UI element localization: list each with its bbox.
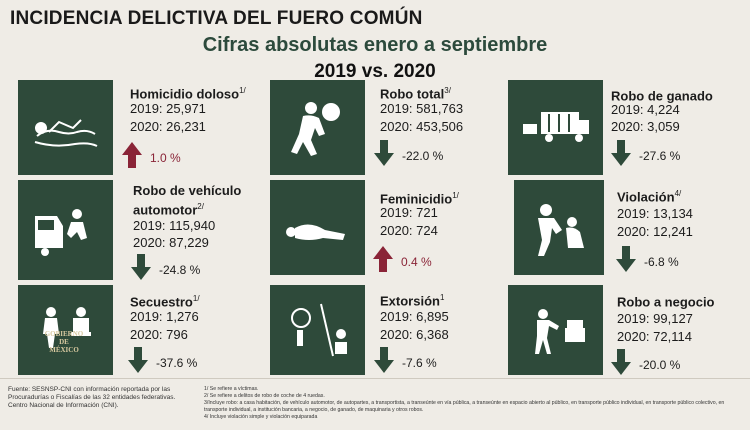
stat-2020: 2020: 6,368 — [380, 327, 449, 342]
stat-2019: 2019: 1,276 — [130, 309, 199, 324]
change-indicator: 0.4 % — [373, 246, 432, 272]
stat-2020: 2020: 87,229 — [133, 235, 209, 250]
assault-icon — [514, 180, 604, 275]
crime-card-robo-vehiculo: Robo de vehículo automotor2/ 2019: 115,9… — [18, 180, 248, 280]
header: INCIDENCIA DELICTIVA DEL FUERO COMÚN Cif… — [10, 8, 740, 82]
footer-notes: 1/ Se refiere a víctimas. 2/ Se refiere … — [204, 386, 744, 421]
change-percent: 1.0 % — [150, 151, 181, 165]
footnote-ref: 4/ — [674, 189, 682, 198]
crime-name: Robo de vehículo automotor — [133, 183, 242, 218]
crime-name: Robo total — [380, 86, 445, 102]
crime-name: Robo de ganado — [611, 88, 713, 104]
stat-2020: 2020: 453,506 — [380, 119, 464, 134]
change-percent: 0.4 % — [401, 255, 432, 269]
thief-icon — [270, 80, 365, 175]
victim-icon — [270, 180, 365, 275]
footer-source: Fuente: SESNSP-CNI con información repor… — [8, 386, 203, 410]
stat-2020: 2020: 724 — [380, 223, 438, 238]
body-outline-icon — [18, 80, 113, 175]
arrow-up-icon — [122, 142, 142, 168]
crime-card-secuestro: Secuestro1/ 2019: 1,276 2020: 796 -37.6 … — [18, 285, 243, 375]
change-indicator: -24.8 % — [131, 254, 200, 280]
comparison-years: 2019 vs. 2020 — [314, 61, 436, 82]
source-center: Centro Nacional de Información (CNI). — [8, 402, 119, 409]
arrow-down-icon — [611, 140, 631, 166]
footnote-ref: 2/ — [197, 202, 204, 211]
footnote-ref: 1/ — [452, 191, 459, 200]
page-subtitle: Cifras absolutas enero a septiembre — [202, 34, 548, 56]
crime-card-robo-negocio: Robo a negocio 2019: 99,127 2020: 72,114… — [508, 285, 733, 375]
stat-2019: 2019: 721 — [380, 205, 438, 220]
extortion-phone-icon — [270, 285, 365, 375]
crime-name: Extorsión — [380, 293, 440, 309]
page-title: INCIDENCIA DELICTIVA DEL FUERO COMÚN — [10, 8, 423, 29]
change-percent: -22.0 % — [402, 149, 444, 163]
crime-card-feminicidio: Feminicidio1/ 2019: 721 2020: 724 0.4 % — [270, 180, 495, 275]
stat-2019: 2019: 115,940 — [133, 218, 216, 233]
stat-2019: 2019: 99,127 — [617, 311, 693, 326]
government-logo: GOBIERNO DE MÉXICO — [44, 330, 84, 354]
crime-name: Homicidio doloso — [130, 86, 240, 102]
footnote: 1/ Se refiere a víctimas. — [204, 386, 259, 392]
stat-2019: 2019: 4,224 — [611, 102, 680, 117]
crime-card-homicidio: Homicidio doloso1/ 2019: 25,971 2020: 26… — [18, 80, 246, 175]
crime-name: Secuestro — [130, 294, 193, 310]
change-indicator: -20.0 % — [611, 349, 680, 375]
crime-name: Violación — [617, 189, 675, 205]
arrow-down-icon — [131, 254, 151, 280]
stat-2020: 2020: 26,231 — [130, 119, 206, 134]
footer: Fuente: SESNSP-CNI con información repor… — [0, 378, 750, 430]
store-robbery-icon — [508, 285, 603, 375]
arrow-down-icon — [616, 246, 636, 272]
change-indicator: -22.0 % — [374, 140, 443, 166]
change-percent: -20.0 % — [639, 358, 681, 372]
footnote-ref: 1/ — [192, 294, 200, 303]
stat-2019: 2019: 25,971 — [130, 101, 206, 116]
change-percent: -7.6 % — [402, 356, 437, 370]
arrow-down-icon — [611, 349, 631, 375]
crime-card-extorsion: Extorsión1 2019: 6,895 2020: 6,368 -7.6 … — [270, 285, 495, 375]
footnote-ref: 1/ — [239, 86, 246, 95]
kidnapping-icon — [18, 285, 113, 375]
crime-card-robo-ganado: Robo de ganado 2019: 4,224 2020: 3,059 -… — [508, 80, 733, 175]
change-indicator: 1.0 % — [122, 142, 181, 168]
footnote: 3/Incluye robo: a casa habitación, de ve… — [204, 400, 725, 413]
change-percent: -37.6 % — [156, 356, 198, 370]
stat-2020: 2020: 3,059 — [611, 119, 680, 134]
arrow-up-icon — [373, 246, 393, 272]
source-text: Fuente: SESNSP-CNI con información repor… — [8, 386, 176, 401]
car-theft-icon — [18, 180, 113, 280]
cattle-truck-icon — [508, 80, 603, 175]
change-percent: -6.8 % — [644, 255, 679, 269]
change-indicator: -7.6 % — [374, 347, 437, 373]
stat-2020: 2020: 796 — [130, 327, 188, 342]
footnote-ref: 3/ — [444, 86, 451, 95]
arrow-down-icon — [374, 347, 394, 373]
stat-2019: 2019: 581,763 — [380, 101, 464, 116]
change-percent: -24.8 % — [159, 263, 201, 277]
crime-name: Feminicidio — [380, 191, 453, 207]
footnote-ref: 1 — [439, 293, 445, 302]
stat-2019: 2019: 6,895 — [380, 309, 449, 324]
change-indicator: -37.6 % — [128, 347, 197, 373]
stat-2020: 2020: 72,114 — [617, 329, 692, 344]
arrow-down-icon — [128, 347, 148, 373]
crime-name: Robo a negocio — [617, 294, 715, 310]
footnote: 4/ Incluye violación simple y violación … — [204, 414, 318, 420]
crime-card-violacion: Violación4/ 2019: 13,134 2020: 12,241 -6… — [514, 180, 739, 275]
change-indicator: -27.6 % — [611, 140, 680, 166]
footnote: 2/ Se refiere a delitos de robo de coche… — [204, 393, 325, 399]
stat-2019: 2019: 13,134 — [617, 206, 693, 221]
stat-2020: 2020: 12,241 — [617, 224, 693, 239]
arrow-down-icon — [374, 140, 394, 166]
change-percent: -27.6 % — [639, 149, 681, 163]
crime-card-robo-total: Robo total3/ 2019: 581,763 2020: 453,506… — [270, 80, 495, 175]
change-indicator: -6.8 % — [616, 246, 679, 272]
